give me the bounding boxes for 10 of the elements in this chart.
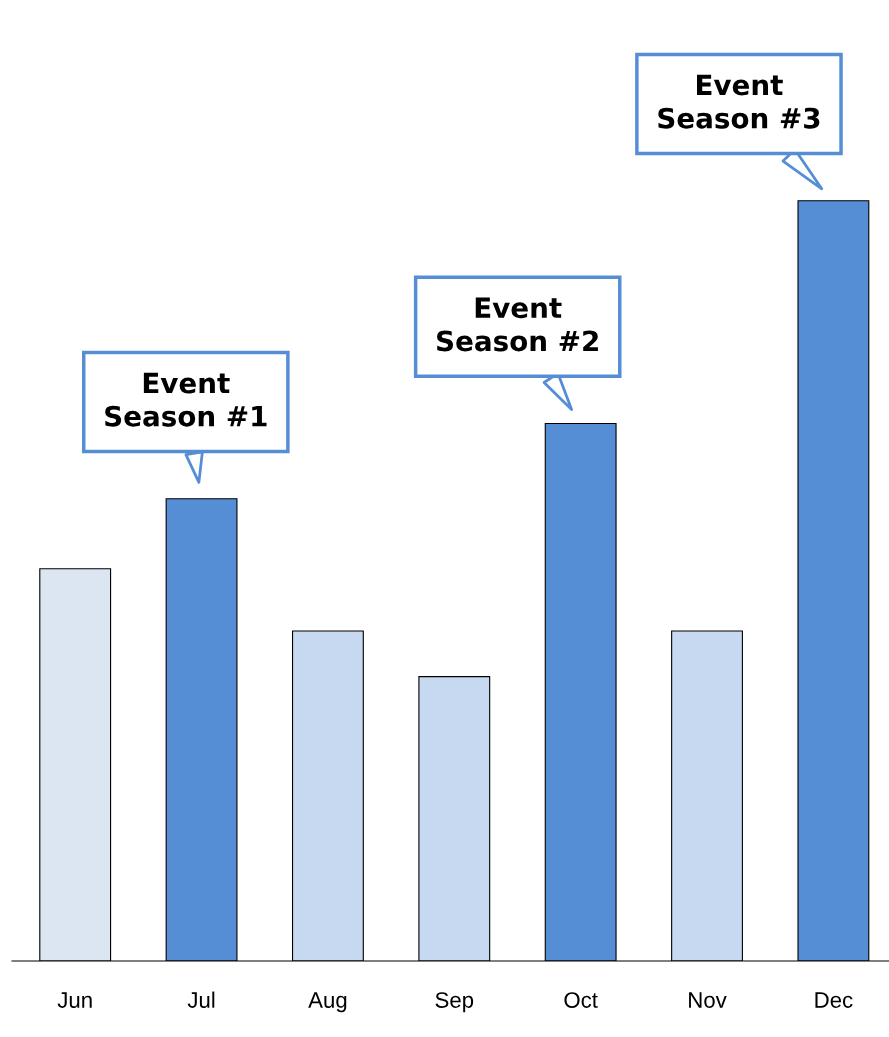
x-tick-label: Jul bbox=[187, 991, 215, 1008]
x-tick-label: Dec bbox=[815, 992, 853, 1008]
annotation: Event Season #1 bbox=[105, 372, 267, 427]
annotation: Event Season #2 bbox=[437, 297, 598, 352]
x-tick-label: Oct bbox=[564, 992, 598, 1008]
x-tick-label: Nov bbox=[689, 992, 727, 1008]
x-tick-label: Aug bbox=[308, 992, 347, 1013]
x-tick-label: Sep bbox=[435, 992, 474, 1013]
x-tick-label: Jun bbox=[57, 992, 92, 1008]
annotation: Event Season #3 bbox=[658, 74, 820, 129]
